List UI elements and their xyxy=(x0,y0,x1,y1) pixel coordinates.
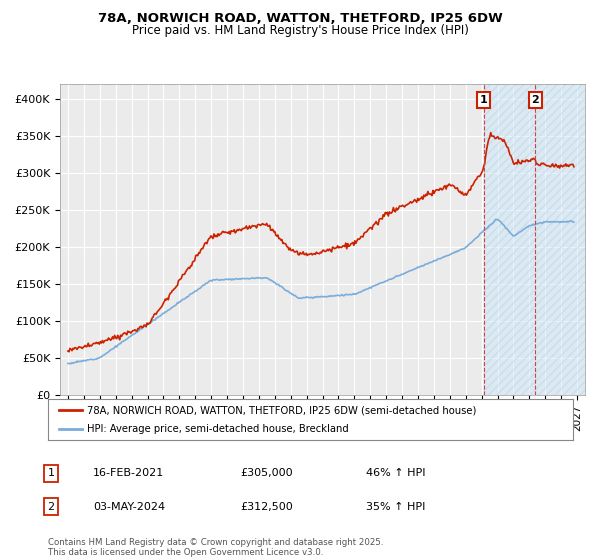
Text: 16-FEB-2021: 16-FEB-2021 xyxy=(93,468,164,478)
Bar xyxy=(484,84,585,395)
Text: 78A, NORWICH ROAD, WATTON, THETFORD, IP25 6DW (semi-detached house): 78A, NORWICH ROAD, WATTON, THETFORD, IP2… xyxy=(88,405,477,415)
Text: £305,000: £305,000 xyxy=(240,468,293,478)
Text: 78A, NORWICH ROAD, WATTON, THETFORD, IP25 6DW: 78A, NORWICH ROAD, WATTON, THETFORD, IP2… xyxy=(98,12,502,25)
Text: 1: 1 xyxy=(47,468,55,478)
Text: Contains HM Land Registry data © Crown copyright and database right 2025.
This d: Contains HM Land Registry data © Crown c… xyxy=(48,538,383,557)
Text: 03-MAY-2024: 03-MAY-2024 xyxy=(93,502,165,512)
Text: 1: 1 xyxy=(479,95,487,105)
Text: 35% ↑ HPI: 35% ↑ HPI xyxy=(366,502,425,512)
Text: HPI: Average price, semi-detached house, Breckland: HPI: Average price, semi-detached house,… xyxy=(88,424,349,433)
Text: 2: 2 xyxy=(47,502,55,512)
Text: 2: 2 xyxy=(532,95,539,105)
Bar xyxy=(484,84,585,395)
Text: £312,500: £312,500 xyxy=(240,502,293,512)
Text: 46% ↑ HPI: 46% ↑ HPI xyxy=(366,468,425,478)
Text: Price paid vs. HM Land Registry's House Price Index (HPI): Price paid vs. HM Land Registry's House … xyxy=(131,24,469,37)
